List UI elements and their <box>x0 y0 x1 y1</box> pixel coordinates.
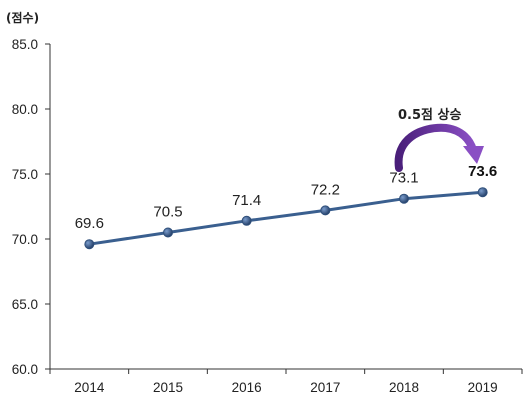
data-label: 70.5 <box>153 204 182 221</box>
series-line <box>89 190 483 246</box>
series-markers <box>84 187 488 250</box>
data-point <box>163 227 173 238</box>
data-label: 69.6 <box>75 215 104 232</box>
x-tick-label: 2017 <box>310 380 340 395</box>
y-tick-label: 65.0 <box>12 297 38 312</box>
data-point <box>320 205 331 216</box>
data-label: 72.2 <box>311 181 340 198</box>
y-axis-label: (점수) <box>6 10 39 25</box>
data-label: 73.1 <box>389 170 418 187</box>
increase-annotation: 0.5점 상승 <box>394 108 484 172</box>
axes <box>45 43 523 374</box>
data-labels: 69.6 70.5 71.4 72.2 73.1 73.6 <box>75 163 498 232</box>
y-tick-label: 70.0 <box>12 232 38 247</box>
y-tick-label: 80.0 <box>12 102 38 117</box>
y-tick-labels: 60.0 65.0 70.0 75.0 80.0 85.0 <box>12 37 38 377</box>
x-tick-labels: 2014 2015 2016 2017 2018 2019 <box>74 380 497 395</box>
data-label: 73.6 <box>468 163 497 180</box>
increase-annotation-text: 0.5점 상승 <box>398 108 461 123</box>
data-point <box>84 239 95 250</box>
x-tick-label: 2014 <box>74 380 105 395</box>
y-tick-label: 85.0 <box>12 37 38 52</box>
increase-arrow <box>394 123 477 172</box>
data-point <box>477 187 488 198</box>
series-line-path <box>89 190 483 246</box>
y-tick-label: 60.0 <box>12 362 38 377</box>
data-point <box>399 193 409 204</box>
data-point <box>241 215 252 226</box>
y-tick-label: 75.0 <box>12 167 38 182</box>
increase-arrow-head <box>463 146 484 164</box>
x-tick-label: 2015 <box>153 380 183 395</box>
x-tick-label: 2019 <box>468 380 498 395</box>
data-label: 71.4 <box>232 192 261 209</box>
x-tick-label: 2016 <box>232 380 262 395</box>
x-tick-label: 2018 <box>389 380 419 395</box>
